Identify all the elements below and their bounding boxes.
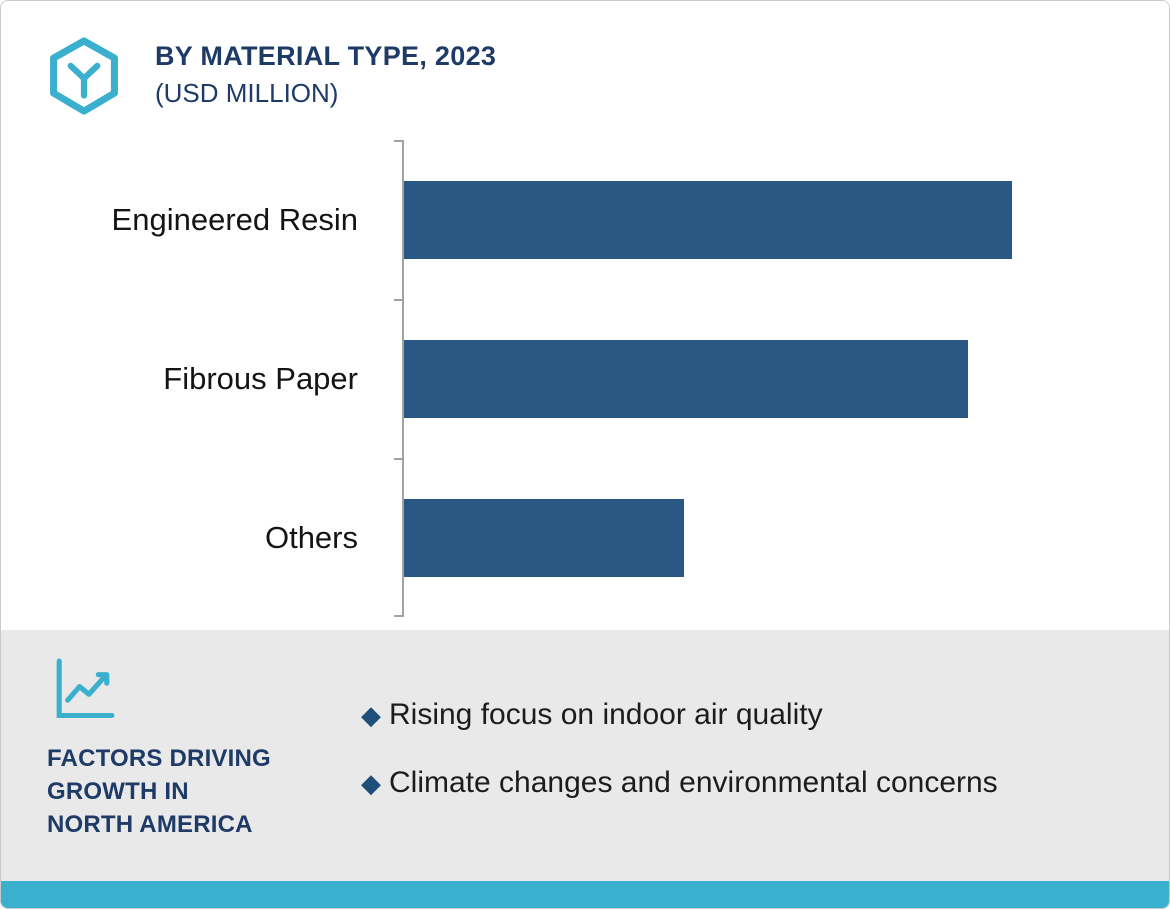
- factor-bullet: ◆ Climate changes and environmental conce…: [361, 766, 998, 800]
- bar: [404, 180, 1012, 259]
- bar-row: Others: [1, 458, 1169, 617]
- factors-left-column: FACTORS DRIVING GROWTH IN NORTH AMERICA: [47, 656, 271, 841]
- factor-bullet-text: Climate changes and environmental concer…: [389, 766, 998, 799]
- hexagon-molecule-icon: [50, 37, 118, 115]
- chart-header: BY MATERIAL TYPE, 2023 (USD MILLION): [43, 37, 496, 115]
- factors-heading-line: NORTH AMERICA: [47, 811, 253, 838]
- chart-section: BY MATERIAL TYPE, 2023 (USD MILLION) Eng…: [1, 1, 1169, 630]
- line-chart-icon: [56, 658, 115, 719]
- footer-accent-strip: [1, 881, 1169, 908]
- factors-bullet-list: ◆ Rising focus on indoor air quality ◆ Clim…: [361, 698, 998, 834]
- factors-heading: FACTORS DRIVING GROWTH IN NORTH AMERICA: [47, 742, 271, 841]
- chart-subtitle: (USD MILLION): [155, 78, 339, 108]
- factors-heading-line: GROWTH IN: [47, 778, 189, 805]
- axis-tick: [394, 615, 402, 617]
- chart-title-block: BY MATERIAL TYPE, 2023 (USD MILLION): [155, 37, 496, 109]
- bar-track: [404, 180, 1012, 259]
- axis-tick: [394, 458, 402, 460]
- bar-row: Fibrous Paper: [1, 299, 1169, 458]
- bar: [404, 498, 685, 577]
- category-label: Fibrous Paper: [163, 360, 358, 396]
- axis-tick: [394, 299, 402, 301]
- category-label: Engineered Resin: [111, 201, 358, 237]
- bar: [404, 339, 969, 418]
- diamond-bullet-icon: ◆: [361, 768, 381, 798]
- category-label: Others: [264, 519, 358, 555]
- diamond-bullet-icon: ◆: [361, 700, 381, 730]
- factor-bullet-text: Rising focus on indoor air quality: [389, 698, 823, 731]
- bar-row: Engineered Resin: [1, 140, 1169, 299]
- bar-track: [404, 498, 1012, 577]
- factor-bullet: ◆ Rising focus on indoor air quality: [361, 698, 998, 732]
- bar-plot-area: Engineered Resin Fibrous Paper Others: [1, 140, 1169, 617]
- factors-heading-line: FACTORS DRIVING: [47, 745, 271, 772]
- factors-panel: FACTORS DRIVING GROWTH IN NORTH AMERICA …: [1, 630, 1169, 883]
- chart-title: BY MATERIAL TYPE, 2023: [155, 41, 497, 71]
- axis-tick: [394, 140, 402, 142]
- bar-track: [404, 339, 1012, 418]
- category-axis-line: [402, 140, 404, 617]
